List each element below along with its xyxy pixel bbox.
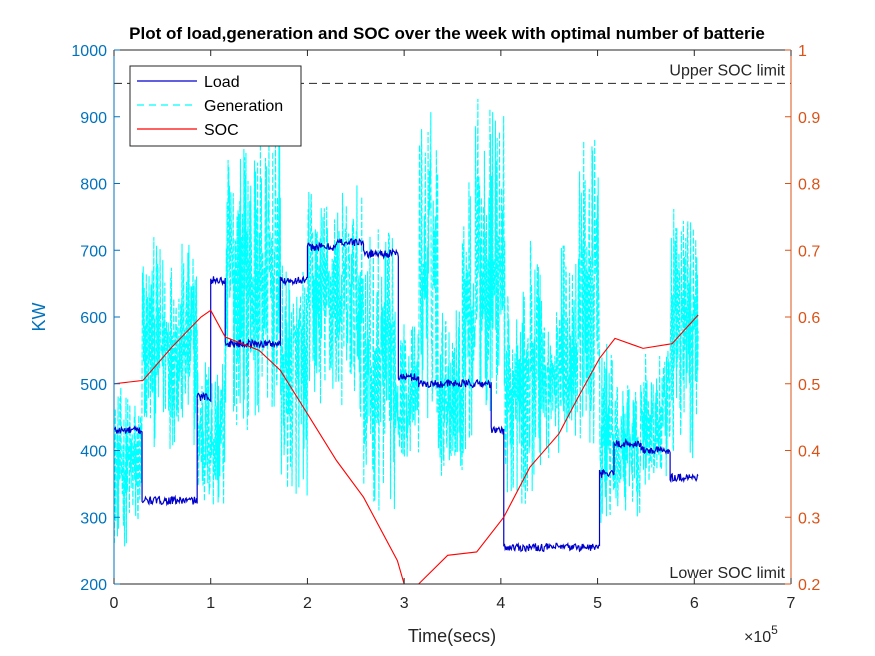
- x-axis-label: Time(secs): [408, 626, 496, 646]
- y-left-tick-label: 600: [80, 310, 107, 327]
- y-left-tick-label: 200: [80, 577, 107, 594]
- legend-box: [129, 65, 302, 147]
- y-right-tick-label: 0.4: [798, 444, 820, 461]
- x-tick-label: 5: [593, 595, 602, 612]
- y-left-tick-label: 800: [80, 177, 107, 194]
- y-right-tick-label: 0.3: [798, 510, 820, 527]
- y-right-tick-label: 0.9: [798, 110, 820, 127]
- lower-soc-limit-label: Lower SOC limit: [669, 565, 785, 582]
- y-left-tick-label: 1000: [71, 43, 107, 60]
- load-layer: [113, 237, 699, 553]
- y-right-tick-label: 0.7: [798, 243, 820, 260]
- x-tick-label: 4: [496, 595, 505, 612]
- x-exponent-base: ×10: [744, 629, 771, 646]
- x-tick-label: 7: [787, 595, 796, 612]
- y-right-tick-label: 0.2: [798, 577, 820, 594]
- y-left-tick-label: 700: [80, 243, 107, 260]
- y-right-tick-label: 0.5: [798, 377, 820, 394]
- y-left-tick-label: 300: [80, 510, 107, 527]
- legend: Load Generation SOC: [129, 65, 302, 147]
- annotation-layer: Upper SOC limit Lower SOC limit: [669, 62, 785, 582]
- y-left-tick-label: 400: [80, 444, 107, 461]
- legend-label-generation: Generation: [204, 98, 283, 115]
- series-load: [113, 237, 699, 553]
- x-tick-label: 3: [400, 595, 409, 612]
- x-tick-label: 0: [110, 595, 119, 612]
- y-right-tick-label: 1: [798, 43, 807, 60]
- y-right-tick-label: 0.8: [798, 177, 820, 194]
- y-left-tick-label: 900: [80, 110, 107, 127]
- y-right-tick-label: 0.6: [798, 310, 820, 327]
- x-tick-label: 1: [206, 595, 215, 612]
- axes-layer: 0 1 2 3 4 5 6 7 200 300 400 500 600 700 800 900 1000 0.2 0…: [71, 43, 820, 612]
- y-left-tick-label: 500: [80, 377, 107, 394]
- x-exponent-power: 5: [771, 623, 778, 637]
- x-tick-label: 6: [690, 595, 699, 612]
- x-tick-label: 2: [303, 595, 312, 612]
- y-axis-label: KW: [29, 302, 49, 331]
- legend-label-load: Load: [204, 74, 240, 91]
- x-axis-exponent: ×105: [744, 623, 778, 646]
- chart-title: Plot of load,generation and SOC over the…: [129, 24, 765, 43]
- legend-label-soc: SOC: [204, 122, 239, 139]
- upper-soc-limit-label: Upper SOC limit: [669, 62, 785, 79]
